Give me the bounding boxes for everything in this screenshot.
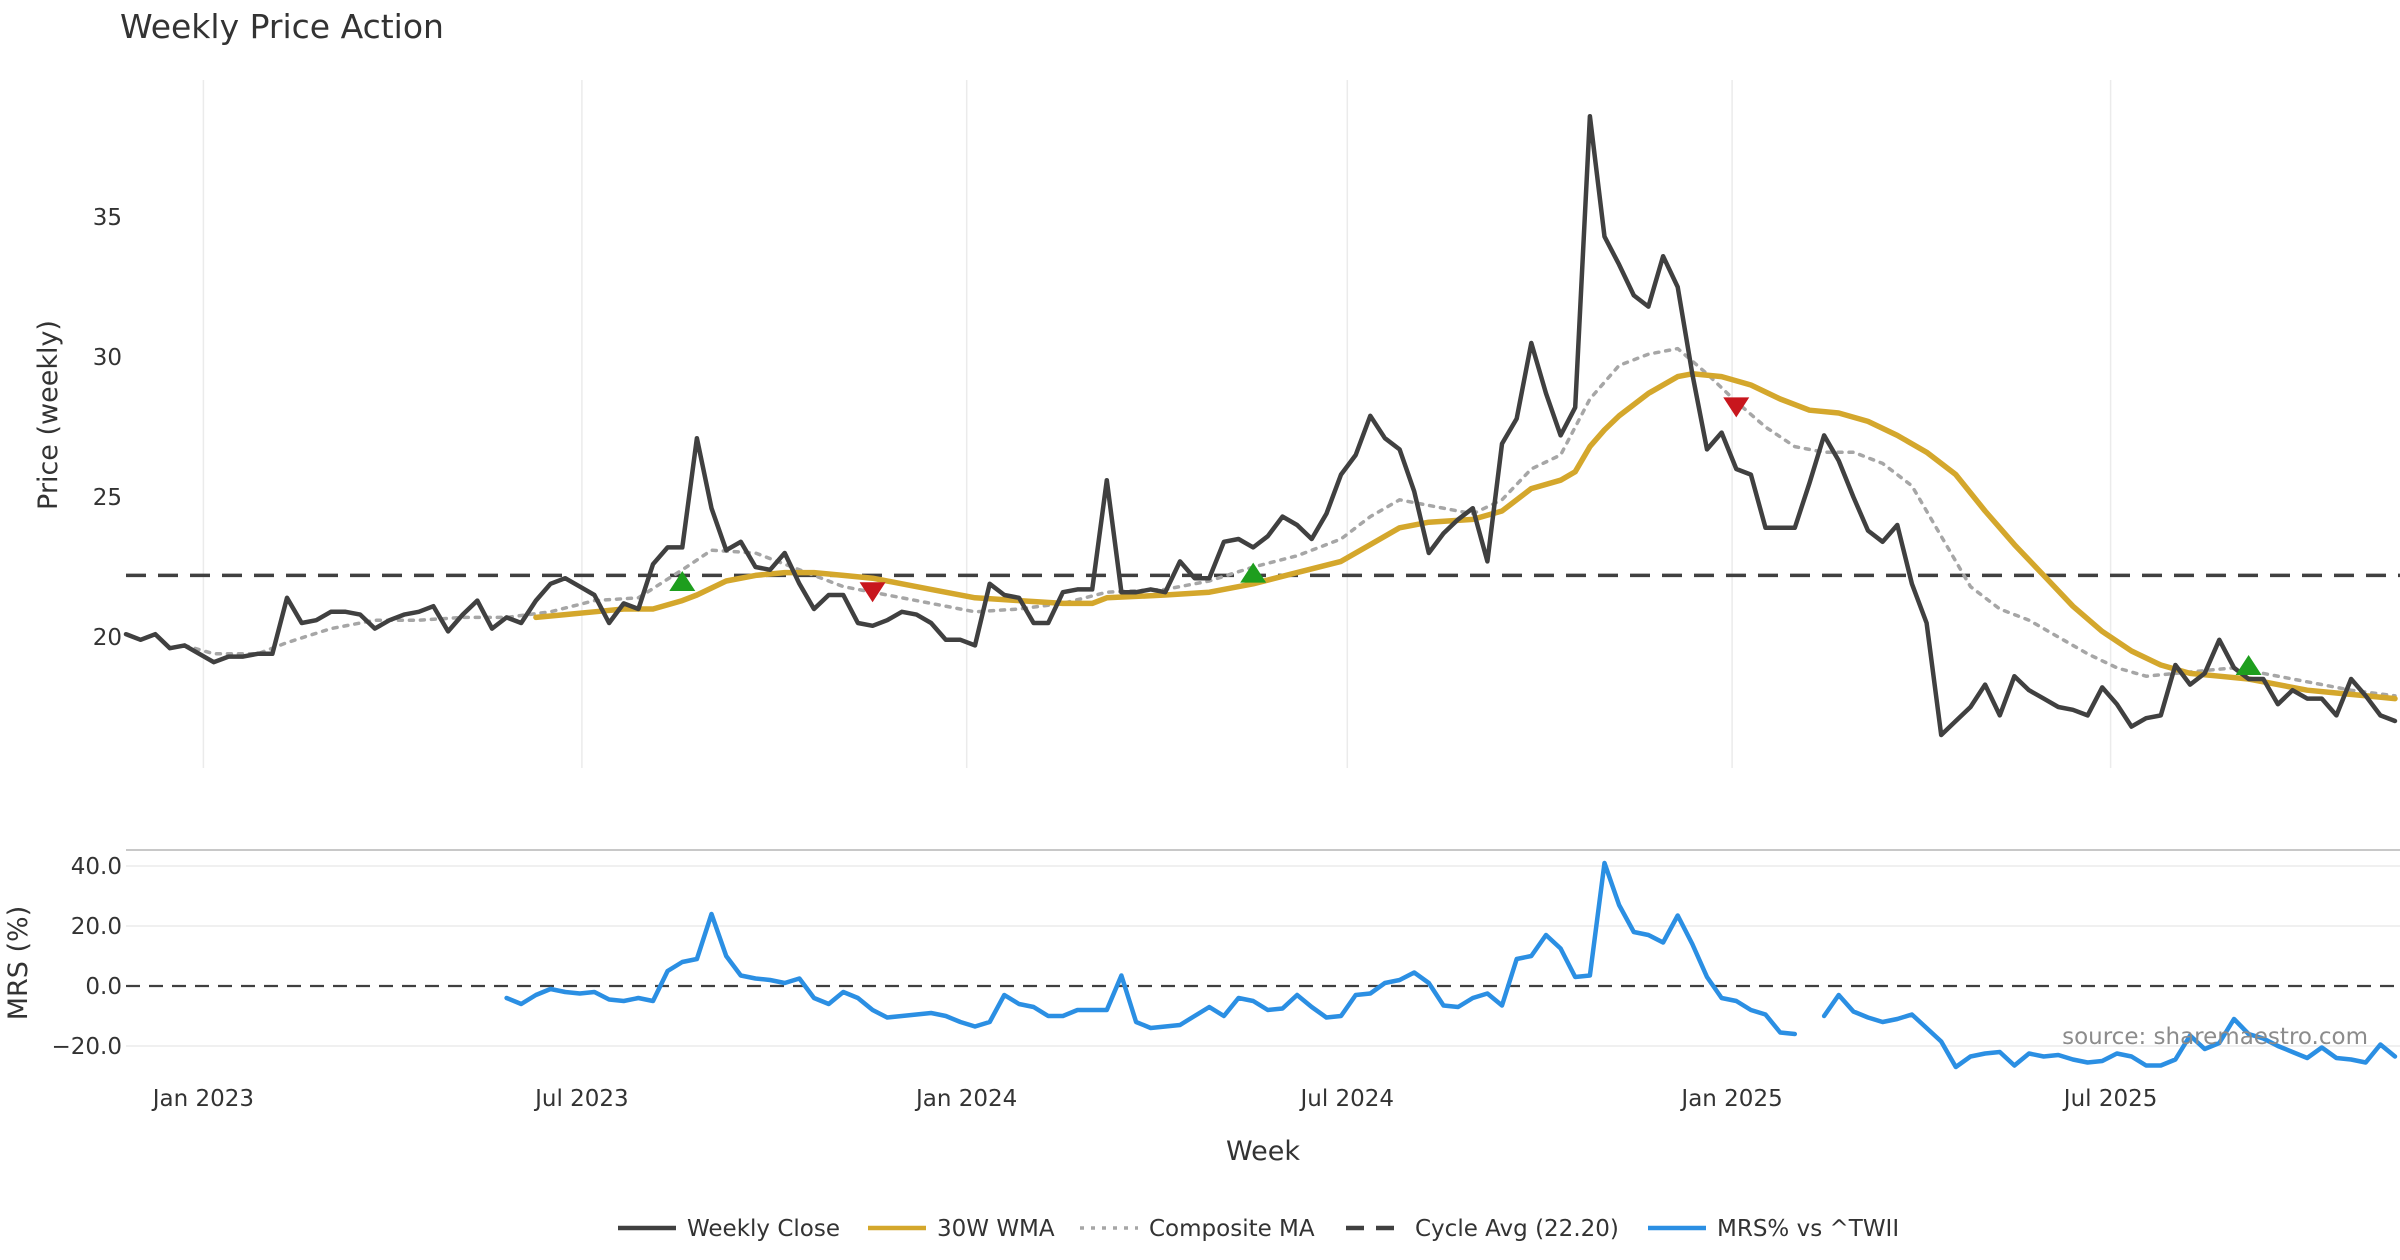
x-tick-label: Jan 2024 [914,1086,1017,1112]
legend-label: Cycle Avg (22.20) [1415,1216,1619,1242]
mrs-y-tick-label: 0.0 [85,974,122,1000]
legend: Weekly Close 30W WMA Composite MA Cycle Avg… [618,1216,1899,1242]
reference-lines [126,573,2400,988]
weekly-close-line [123,113,2398,738]
x-tick-label: Jan 2023 [151,1086,254,1112]
signal-markers [669,397,2262,675]
buy-signal-marker [669,571,696,591]
tick-labels: Jan 2023 Jul 2023 Jan 2024 Jul 2024 Jan 2025… [52,205,2158,1112]
x-axis-title: Week [1226,1136,1300,1167]
30w-wma-line [533,371,2398,702]
chart-title: Weekly Price Action [120,7,444,46]
buy-signal-marker [1240,562,1267,583]
price-y-tick-label: 30 [93,345,122,371]
mrs-y-tick-label: −20.0 [52,1034,122,1060]
x-tick-label: Jul 2023 [533,1086,629,1112]
mrs-y-tick-label: 20.0 [71,914,122,940]
mrs-line-segment [1821,992,2398,1070]
legend-label: Composite MA [1149,1216,1315,1242]
source-note: source: sharemaestro.com [2062,1024,2368,1050]
sell-signal-marker [1723,397,1750,418]
price-axis-label: Price (weekly) [33,320,64,510]
mrs-y-tick-label: 40.0 [71,854,122,880]
price-y-tick-label: 35 [93,205,122,231]
mrs-axis-label: MRS (%) [3,906,34,1021]
series-lines [123,113,2398,1070]
gridlines [126,80,2400,1047]
x-tick-label: Jul 2025 [2062,1086,2158,1112]
mrs-line-segment [504,860,1798,1037]
price-y-tick-label: 20 [93,625,122,651]
legend-label: Weekly Close [687,1216,840,1242]
legend-label: 30W WMA [937,1216,1055,1242]
x-tick-label: Jul 2024 [1298,1086,1394,1112]
x-tick-label: Jan 2025 [1679,1086,1782,1112]
price-y-tick-label: 25 [93,485,122,511]
sell-signal-marker [859,582,886,603]
buy-signal-marker [2235,655,2262,675]
legend-label: MRS% vs ^TWII [1717,1216,1899,1242]
